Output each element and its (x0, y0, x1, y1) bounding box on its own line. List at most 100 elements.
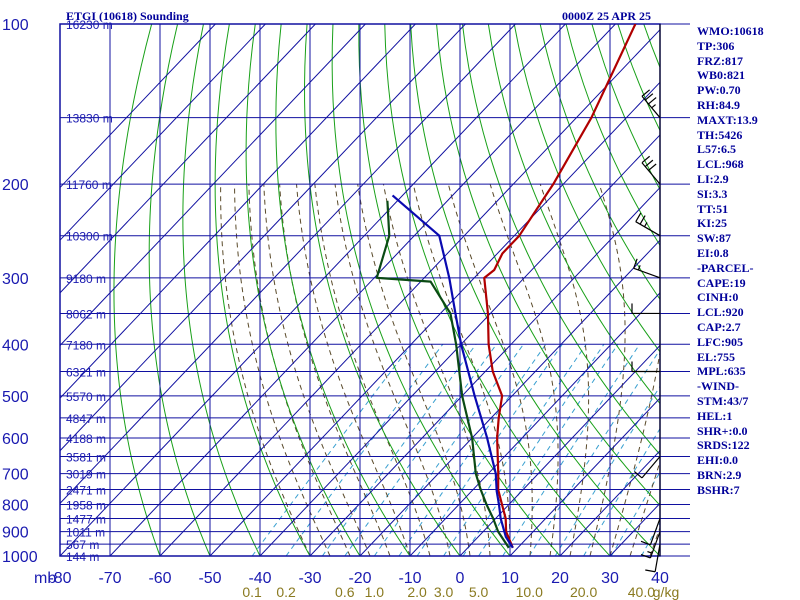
wind-barb-staff (635, 221, 661, 237)
height-label: 13830 m (66, 112, 113, 126)
moist-adiabat (314, 184, 431, 556)
wind-barb (641, 89, 661, 119)
mixing-ratio-label: 5.0 (469, 584, 489, 600)
wind-barb-flag (648, 97, 657, 105)
dry-adiabat (148, 24, 211, 556)
isotherm-line (60, 24, 316, 294)
pressure-tick-label: 700 (2, 467, 29, 484)
wind-barb (631, 361, 660, 373)
wind-barbs (631, 24, 661, 573)
mixing-ratio-labels: 0.1 0.2 0.6 1.0 2.0 3.0 5.0 10.0 20.0 40.0g/kg (242, 584, 679, 600)
mixing-ratio-label: 40.0 (628, 584, 655, 600)
wind-barb-flag (641, 155, 651, 164)
temperature-tick-label: 30 (601, 570, 619, 587)
mixing-ratio-label: 1.0 (365, 584, 385, 600)
vertical-grid (59, 24, 661, 556)
isobars (60, 23, 690, 557)
temperature-tick-label: -60 (148, 570, 171, 587)
pressure-tick-label: 900 (2, 525, 29, 542)
pressure-tick-label: 300 (2, 271, 29, 288)
wind-barb-half-flag (651, 104, 656, 109)
temperature-tick-label: -20 (348, 570, 371, 587)
sounding-index-item: RH:84.9 (697, 97, 740, 112)
temperature-tick-label: 0 (456, 570, 465, 587)
sounding-index-item: SRDS:122 (697, 438, 750, 453)
wind-barb-staff (641, 95, 661, 119)
pressure-tick-label: 500 (2, 389, 29, 406)
isotherm-line (359, 239, 660, 556)
wind-barb-staff (654, 544, 661, 572)
pressure-tick-label: 100 (2, 17, 29, 34)
mixing-ratio-line (528, 348, 660, 556)
sounding-index-item: TH:5426 (697, 127, 743, 142)
moist-adiabat (279, 184, 391, 556)
wind-barb-staff (641, 162, 661, 185)
height-label: 2471 m (66, 484, 106, 498)
chart-time: 0000Z 25 APR 25 (562, 9, 652, 23)
height-labels: 16230 m 13830 m 11760 m 10300 m 9180 m 8062 m… (66, 18, 113, 564)
height-label: 7180 m (66, 338, 106, 352)
height-label: 6321 m (66, 366, 106, 380)
moist-adiabat (220, 184, 311, 556)
dry-adiabat (245, 24, 361, 556)
isotherm-line (559, 450, 660, 556)
sounding-index-item: WB0:821 (697, 68, 745, 83)
moist-adiabat (589, 183, 626, 556)
pressure-tick-label: 400 (2, 337, 29, 354)
mixing-ratio-unit-label: g/kg (653, 584, 679, 600)
wind-barb (640, 518, 661, 546)
background-lines (60, 24, 660, 556)
height-label: 16230 m (66, 18, 113, 32)
sounding-index-item: PW:0.70 (697, 83, 741, 98)
height-label: 3581 m (66, 450, 106, 464)
sounding-index-item: L57:6.5 (697, 142, 736, 157)
wind-barb-flag (641, 89, 651, 97)
height-label: 4847 m (66, 412, 106, 426)
sounding-index-item: TP:306 (697, 38, 735, 53)
sounding-index-item: LCL:968 (697, 157, 744, 172)
wind-barb-staff (649, 518, 661, 545)
wind-barb-flag (648, 163, 657, 171)
mixing-ratio-label: 0.2 (276, 584, 296, 600)
wind-barb (633, 456, 661, 479)
wind-barb-half-flag (647, 550, 653, 554)
temperature-tick-label: -70 (98, 570, 121, 587)
sounding-index-item: KI:25 (697, 216, 727, 231)
mixing-ratio-label: 2.0 (407, 584, 427, 600)
mixing-ratio-line (251, 343, 413, 556)
sounding-index-item: CAPE:19 (697, 275, 746, 290)
wind-barb (641, 155, 661, 185)
isotherm-line (109, 24, 616, 556)
mixing-ratio-label: 3.0 (434, 584, 454, 600)
wind-barb (640, 531, 661, 559)
isotherm-line (60, 24, 216, 189)
wind-barb (645, 544, 661, 573)
sounding-index-item: EHI:0.0 (697, 453, 739, 468)
x-axis-labels: mb-80 -70 -60 -50 -40 -30 -20 -10 0 10 20 30 40 (34, 570, 669, 587)
temperature-tick-label: -10 (398, 570, 421, 587)
height-label: 144 m (66, 550, 99, 564)
temperature-tick-label: 40 (651, 570, 669, 587)
wind-barb-flag (640, 540, 651, 546)
mixing-ratio-line (554, 385, 660, 556)
wind-barb (635, 212, 661, 237)
moist-adiabat (412, 184, 511, 556)
dry-adiabat (182, 24, 261, 556)
wind-barb-flag (644, 93, 654, 101)
wind-barb (633, 258, 661, 279)
sounding-index-item: EL:755 (697, 349, 736, 364)
isotherm-line (60, 24, 466, 452)
sounding-index-item: LCL:920 (697, 305, 744, 320)
mixing-ratio-line (478, 344, 619, 556)
height-label: 4188 m (66, 432, 106, 446)
pressure-tick-label: 200 (2, 177, 29, 194)
sounding-index-item: -PARCEL- (697, 260, 754, 275)
wind-barb-flag (635, 212, 642, 223)
moist-adiabat (248, 184, 351, 556)
height-label: 567 m (66, 538, 99, 552)
mixing-ratio-label: 20.0 (570, 584, 597, 600)
dry-adiabat (358, 24, 561, 556)
sounding-index-item: LI:2.9 (697, 171, 729, 186)
isotherm-line (60, 24, 416, 399)
moist-adiabat (357, 184, 471, 556)
